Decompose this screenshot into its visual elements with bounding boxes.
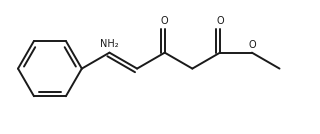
Text: O: O — [161, 16, 169, 26]
Text: NH₂: NH₂ — [100, 39, 119, 49]
Text: O: O — [248, 40, 256, 50]
Text: O: O — [216, 16, 224, 26]
